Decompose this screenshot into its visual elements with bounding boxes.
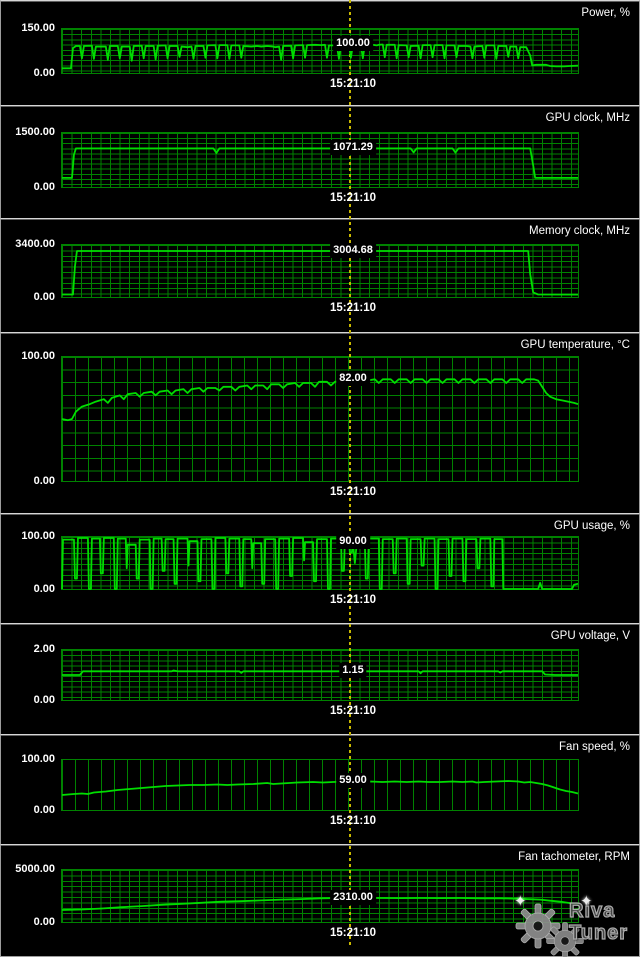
plot-grid <box>61 869 579 923</box>
chart-title: Fan tachometer, RPM <box>518 851 630 863</box>
logo-text-riva: Riva <box>568 899 616 922</box>
plot-grid <box>61 356 579 482</box>
y-axis-max-label: 150.00 <box>21 22 55 34</box>
y-axis-min-label: 0.00 <box>33 916 55 928</box>
plot-grid <box>61 132 579 188</box>
y-axis-min-label: 0.00 <box>33 67 55 79</box>
panel-memory-clock: Memory clock, MHz 3400.00 0.00 3004.68 1… <box>0 218 640 332</box>
y-axis-max-label: 100.00 <box>21 530 55 542</box>
panel-fan-speed: Fan speed, % 100.00 0.00 59.00 15:21:10 <box>0 734 640 844</box>
y-axis-min-label: 0.00 <box>33 804 55 816</box>
data-trace <box>61 897 579 911</box>
chart-title: GPU clock, MHz <box>545 112 630 124</box>
logo-text-tuner: Tuner <box>568 921 629 944</box>
panel-gpu-voltage: GPU voltage, V 2.00 0.00 1.15 15:21:10 <box>0 623 640 734</box>
logo-text: Riva Tuner <box>568 899 629 944</box>
rivatuner-logo: ✦ ✦ Riva Tuner <box>512 893 640 957</box>
time-axis-label: 15:21:10 <box>329 594 377 606</box>
time-axis-label: 15:21:10 <box>329 705 377 717</box>
y-axis-min-label: 0.00 <box>33 694 55 706</box>
chart-title: GPU voltage, V <box>550 630 630 642</box>
y-axis-max-label: 100.00 <box>21 350 55 362</box>
data-trace <box>62 669 578 676</box>
gear-icon <box>515 903 561 949</box>
time-axis-label: 15:21:10 <box>329 815 377 827</box>
data-trace <box>61 378 579 422</box>
current-value-label: 82.00 <box>336 371 370 387</box>
current-value-label: 1071.29 <box>330 140 376 156</box>
data-trace <box>61 537 579 590</box>
panel-gpu-temperature: GPU temperature, °C 100.00 0.00 82.00 15… <box>0 332 640 513</box>
sparkle-icon: ✦ <box>580 893 593 910</box>
y-axis-max-label: 3400.00 <box>15 238 55 250</box>
chart-title: Fan speed, % <box>559 741 630 753</box>
y-axis-max-label: 2.00 <box>33 643 55 655</box>
chart-title: Power, % <box>581 7 630 19</box>
time-axis-label: 15:21:10 <box>329 78 377 90</box>
chart-title: Memory clock, MHz <box>529 225 630 237</box>
y-axis-max-label: 100.00 <box>21 753 55 765</box>
panel-power: Power, % 150.00 0.00 100.00 15:21:10 <box>0 0 640 105</box>
time-axis-label: 15:21:10 <box>329 302 377 314</box>
chart-title: GPU temperature, °C <box>520 339 630 351</box>
y-axis-min-label: 0.00 <box>33 583 55 595</box>
panel-gpu-clock: GPU clock, MHz 1500.00 0.00 1071.29 15:2… <box>0 105 640 218</box>
data-trace <box>62 43 579 70</box>
time-axis-label: 15:21:10 <box>329 486 377 498</box>
current-value-label: 90.00 <box>336 534 370 550</box>
data-trace <box>62 147 578 179</box>
plot-grid <box>61 244 579 298</box>
current-value-label: 3004.68 <box>330 243 376 259</box>
plot-grid <box>61 759 579 811</box>
y-axis-min-label: 0.00 <box>33 475 55 487</box>
time-cursor-line <box>349 0 351 948</box>
current-value-label: 59.00 <box>336 772 370 788</box>
sparkle-icon: ✦ <box>514 893 527 910</box>
data-trace <box>61 780 579 796</box>
plot-grid <box>61 28 579 74</box>
y-axis-max-label: 1500.00 <box>15 126 55 138</box>
current-value-label: 1.15 <box>339 663 367 679</box>
data-trace <box>62 250 579 296</box>
current-value-label: 2310.00 <box>330 889 376 905</box>
y-axis-min-label: 0.00 <box>33 291 55 303</box>
time-axis-label: 15:21:10 <box>329 927 377 939</box>
panel-fan-tachometer: Fan tachometer, RPM 5000.00 0.00 2310.00… <box>0 844 640 957</box>
plot-grid <box>61 536 579 590</box>
y-axis-max-label: 5000.00 <box>15 863 55 875</box>
plot-grid <box>61 649 579 701</box>
current-value-label: 100.00 <box>333 35 373 51</box>
panel-gpu-usage: GPU usage, % 100.00 0.00 90.00 15:21:10 <box>0 513 640 623</box>
chart-title: GPU usage, % <box>553 520 630 532</box>
gear-icon <box>546 922 584 957</box>
time-axis-label: 15:21:10 <box>329 192 377 204</box>
y-axis-min-label: 0.00 <box>33 181 55 193</box>
